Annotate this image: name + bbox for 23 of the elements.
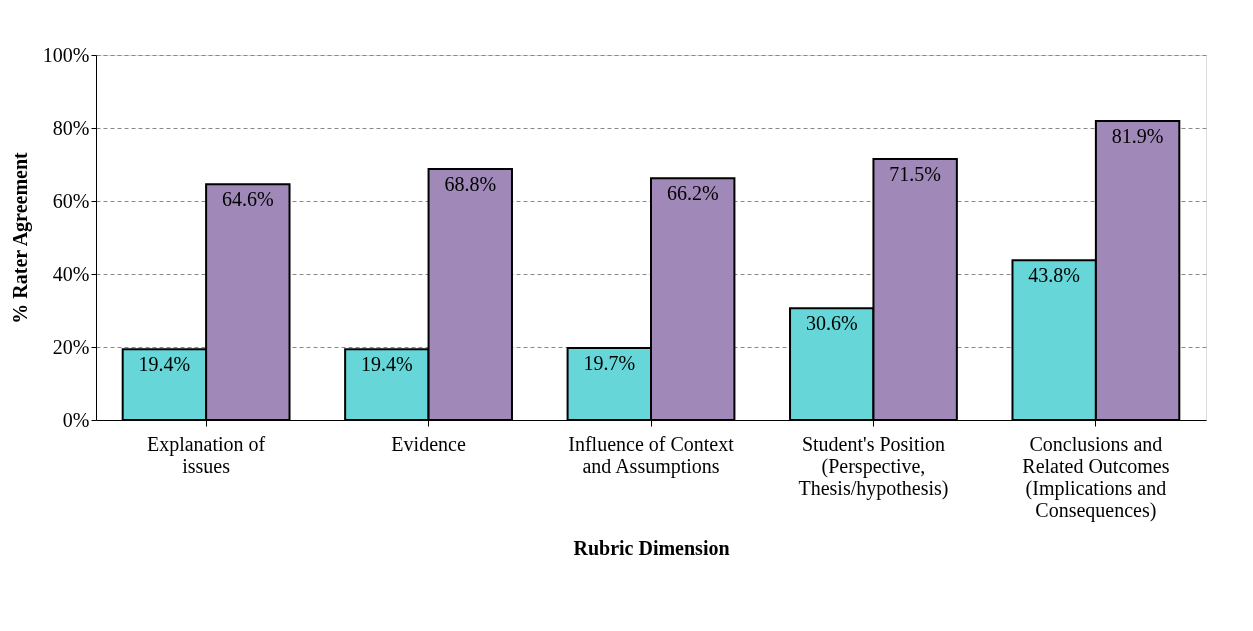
y-tick-label: 40% — [52, 262, 90, 285]
x-tick-label: Evidence — [391, 432, 466, 455]
x-tick-label: Student's Position (Perspective, Thesis/hypothesis) — [798, 432, 949, 500]
y-tick-label: 80% — [52, 116, 90, 139]
y-tick-label: 0% — [62, 408, 90, 431]
x-axis-title: Rubric Dimension — [573, 536, 730, 559]
data-label: 81.9% — [1111, 125, 1164, 148]
x-tick-label: Conclusions and Related Outcomes (Implications and Consequences) — [1022, 432, 1170, 522]
y-tick-label: 20% — [52, 335, 90, 358]
data-label: 64.6% — [221, 188, 274, 211]
data-label: 19.7% — [583, 352, 636, 375]
y-tick-label: 100% — [42, 43, 90, 66]
y-tick-label: 60% — [52, 189, 90, 212]
data-label: 71.5% — [889, 163, 941, 186]
data-label: 43.8% — [1028, 264, 1081, 287]
data-label: 66.2% — [666, 182, 719, 205]
x-tick-label: Influence of Context and Assumptions — [568, 432, 735, 478]
data-label: 19.4% — [138, 353, 191, 376]
x-tick-label: Explanation of issues — [146, 432, 266, 477]
data-label: 30.6% — [805, 312, 858, 335]
data-label: 68.8% — [444, 172, 497, 195]
data-label: 19.4% — [361, 353, 413, 376]
y-axis-title: % Rater Agreement — [8, 151, 32, 324]
